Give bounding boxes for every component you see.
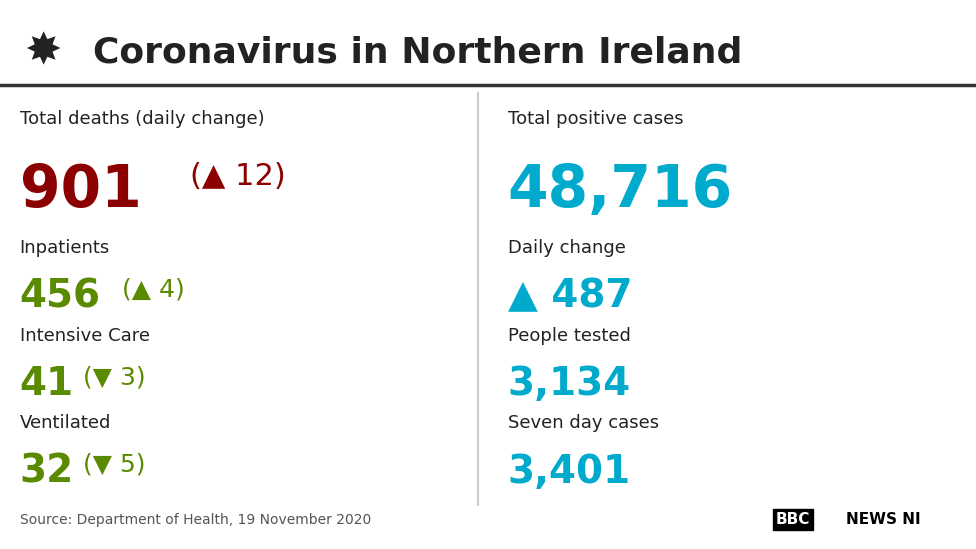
Text: ✸: ✸: [24, 31, 61, 74]
Text: 3,401: 3,401: [508, 453, 630, 491]
Text: (▲ 4): (▲ 4): [122, 277, 184, 301]
Text: Ventilated: Ventilated: [20, 414, 111, 433]
Text: (▼ 5): (▼ 5): [83, 453, 145, 477]
Text: Coronavirus in Northern Ireland: Coronavirus in Northern Ireland: [93, 35, 742, 69]
Text: Inpatients: Inpatients: [20, 239, 109, 257]
Text: (▲ 12): (▲ 12): [190, 162, 286, 191]
Text: Intensive Care: Intensive Care: [20, 327, 149, 345]
Text: NEWS NI: NEWS NI: [846, 512, 920, 527]
Text: 3,134: 3,134: [508, 365, 630, 403]
Text: Total positive cases: Total positive cases: [508, 110, 683, 128]
Text: 456: 456: [20, 277, 101, 315]
Text: (▼ 3): (▼ 3): [83, 365, 145, 389]
Text: 32: 32: [20, 453, 74, 491]
Text: ▲ 487: ▲ 487: [508, 277, 632, 315]
Text: 48,716: 48,716: [508, 162, 733, 219]
Text: Total deaths (daily change): Total deaths (daily change): [20, 110, 264, 128]
Text: People tested: People tested: [508, 327, 630, 345]
Text: 41: 41: [20, 365, 73, 403]
Text: 901: 901: [20, 162, 142, 219]
Text: Seven day cases: Seven day cases: [508, 414, 659, 433]
Text: Daily change: Daily change: [508, 239, 626, 257]
Text: Source: Department of Health, 19 November 2020: Source: Department of Health, 19 Novembe…: [20, 513, 371, 527]
Text: BBC: BBC: [776, 512, 810, 527]
